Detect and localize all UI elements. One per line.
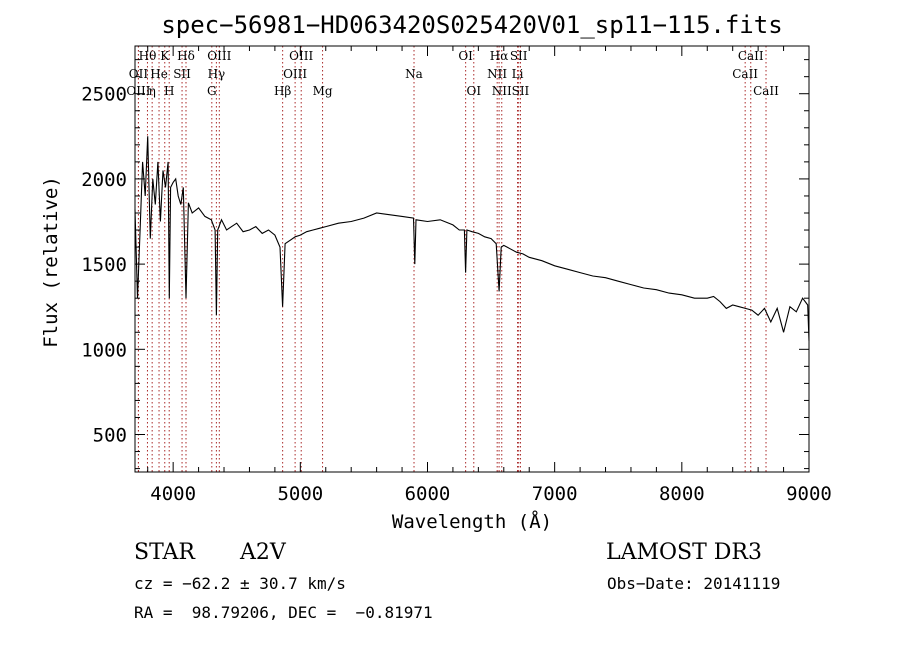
spectral-line-label: OII — [129, 67, 149, 81]
spectral-line-label: G — [207, 84, 217, 98]
spectral-line-label: He — [150, 67, 168, 81]
spectral-line-label: NII — [492, 84, 512, 98]
spectral-line-label: SII — [512, 84, 530, 98]
spectral-line-label: OIII — [283, 67, 307, 81]
spectral-line-label: Hγ — [208, 67, 226, 81]
object-class: STAR — [134, 540, 195, 565]
spectral-line-label: SII — [173, 67, 191, 81]
redshift-info: cz = −62.2 ± 30.7 km/s — [134, 574, 346, 593]
chart-title: spec−56981−HD063420S025420V01_sp11−115.f… — [161, 11, 782, 39]
spectral-line-label: K — [160, 49, 170, 63]
spectral-line-label: CaII — [753, 84, 779, 98]
spectral-line-label: OI — [458, 49, 473, 63]
spectral-line-label: OI — [466, 84, 481, 98]
spectral-line-label: SII — [510, 49, 528, 63]
spectral-line-label: Hδ — [177, 49, 195, 63]
spectral-line-label: Hβ — [274, 84, 291, 98]
spectral-line-label: CaII — [738, 49, 764, 63]
x-tick-label: 9000 — [786, 483, 832, 505]
spectral-line-label: Li — [512, 67, 524, 81]
x-tick-label: 4000 — [150, 483, 196, 505]
spectral-line-label: OIII — [126, 84, 150, 98]
x-axis-label: Wavelength (Å) — [392, 510, 552, 533]
plot-frame — [134, 45, 810, 473]
axis-ticks: 4000 5000 6000 7000 8000 9000 500 1000 1500 2000 2… — [81, 46, 832, 505]
spectral-line-label: Hθ — [139, 49, 157, 63]
spectral-line-label: Na — [405, 67, 423, 81]
x-tick-label: 5000 — [277, 483, 323, 505]
coordinates: RA = 98.79206, DEC = −0.81971 — [134, 603, 433, 622]
spectral-line-label: Mg — [313, 84, 333, 98]
x-tick-label: 8000 — [659, 483, 705, 505]
spectral-line-label: OIII — [289, 49, 313, 63]
y-tick-label: 2000 — [81, 169, 127, 191]
y-tick-label: 500 — [93, 425, 127, 447]
y-tick-label: 1000 — [81, 339, 127, 361]
spectral-line-label: H — [164, 84, 174, 98]
observation-date: Obs−Date: 20141119 — [607, 574, 781, 593]
spectral-line-label: η — [149, 84, 156, 98]
spectral-line-label: NII — [487, 67, 507, 81]
spectral-line-label: OIII — [207, 49, 231, 63]
spectral-line-label: Hα — [490, 49, 509, 63]
x-tick-label: 7000 — [532, 483, 578, 505]
object-subclass: A2V — [240, 540, 286, 565]
spectral-line-markers — [137, 46, 767, 472]
y-tick-label: 1500 — [81, 254, 127, 276]
survey-name: LAMOST DR3 — [606, 540, 762, 565]
y-tick-label: 2500 — [81, 84, 127, 106]
spectral-line-labels: Hθ OII OIII K He η Hδ SII H OIII Hγ G Hβ OIII OIII Mg Na… — [126, 49, 779, 98]
x-tick-label: 6000 — [405, 483, 451, 505]
spectrum-series-line — [134, 136, 810, 341]
y-axis-label: Flux (relative) — [40, 176, 62, 348]
spectral-line-label: CaII — [732, 67, 758, 81]
